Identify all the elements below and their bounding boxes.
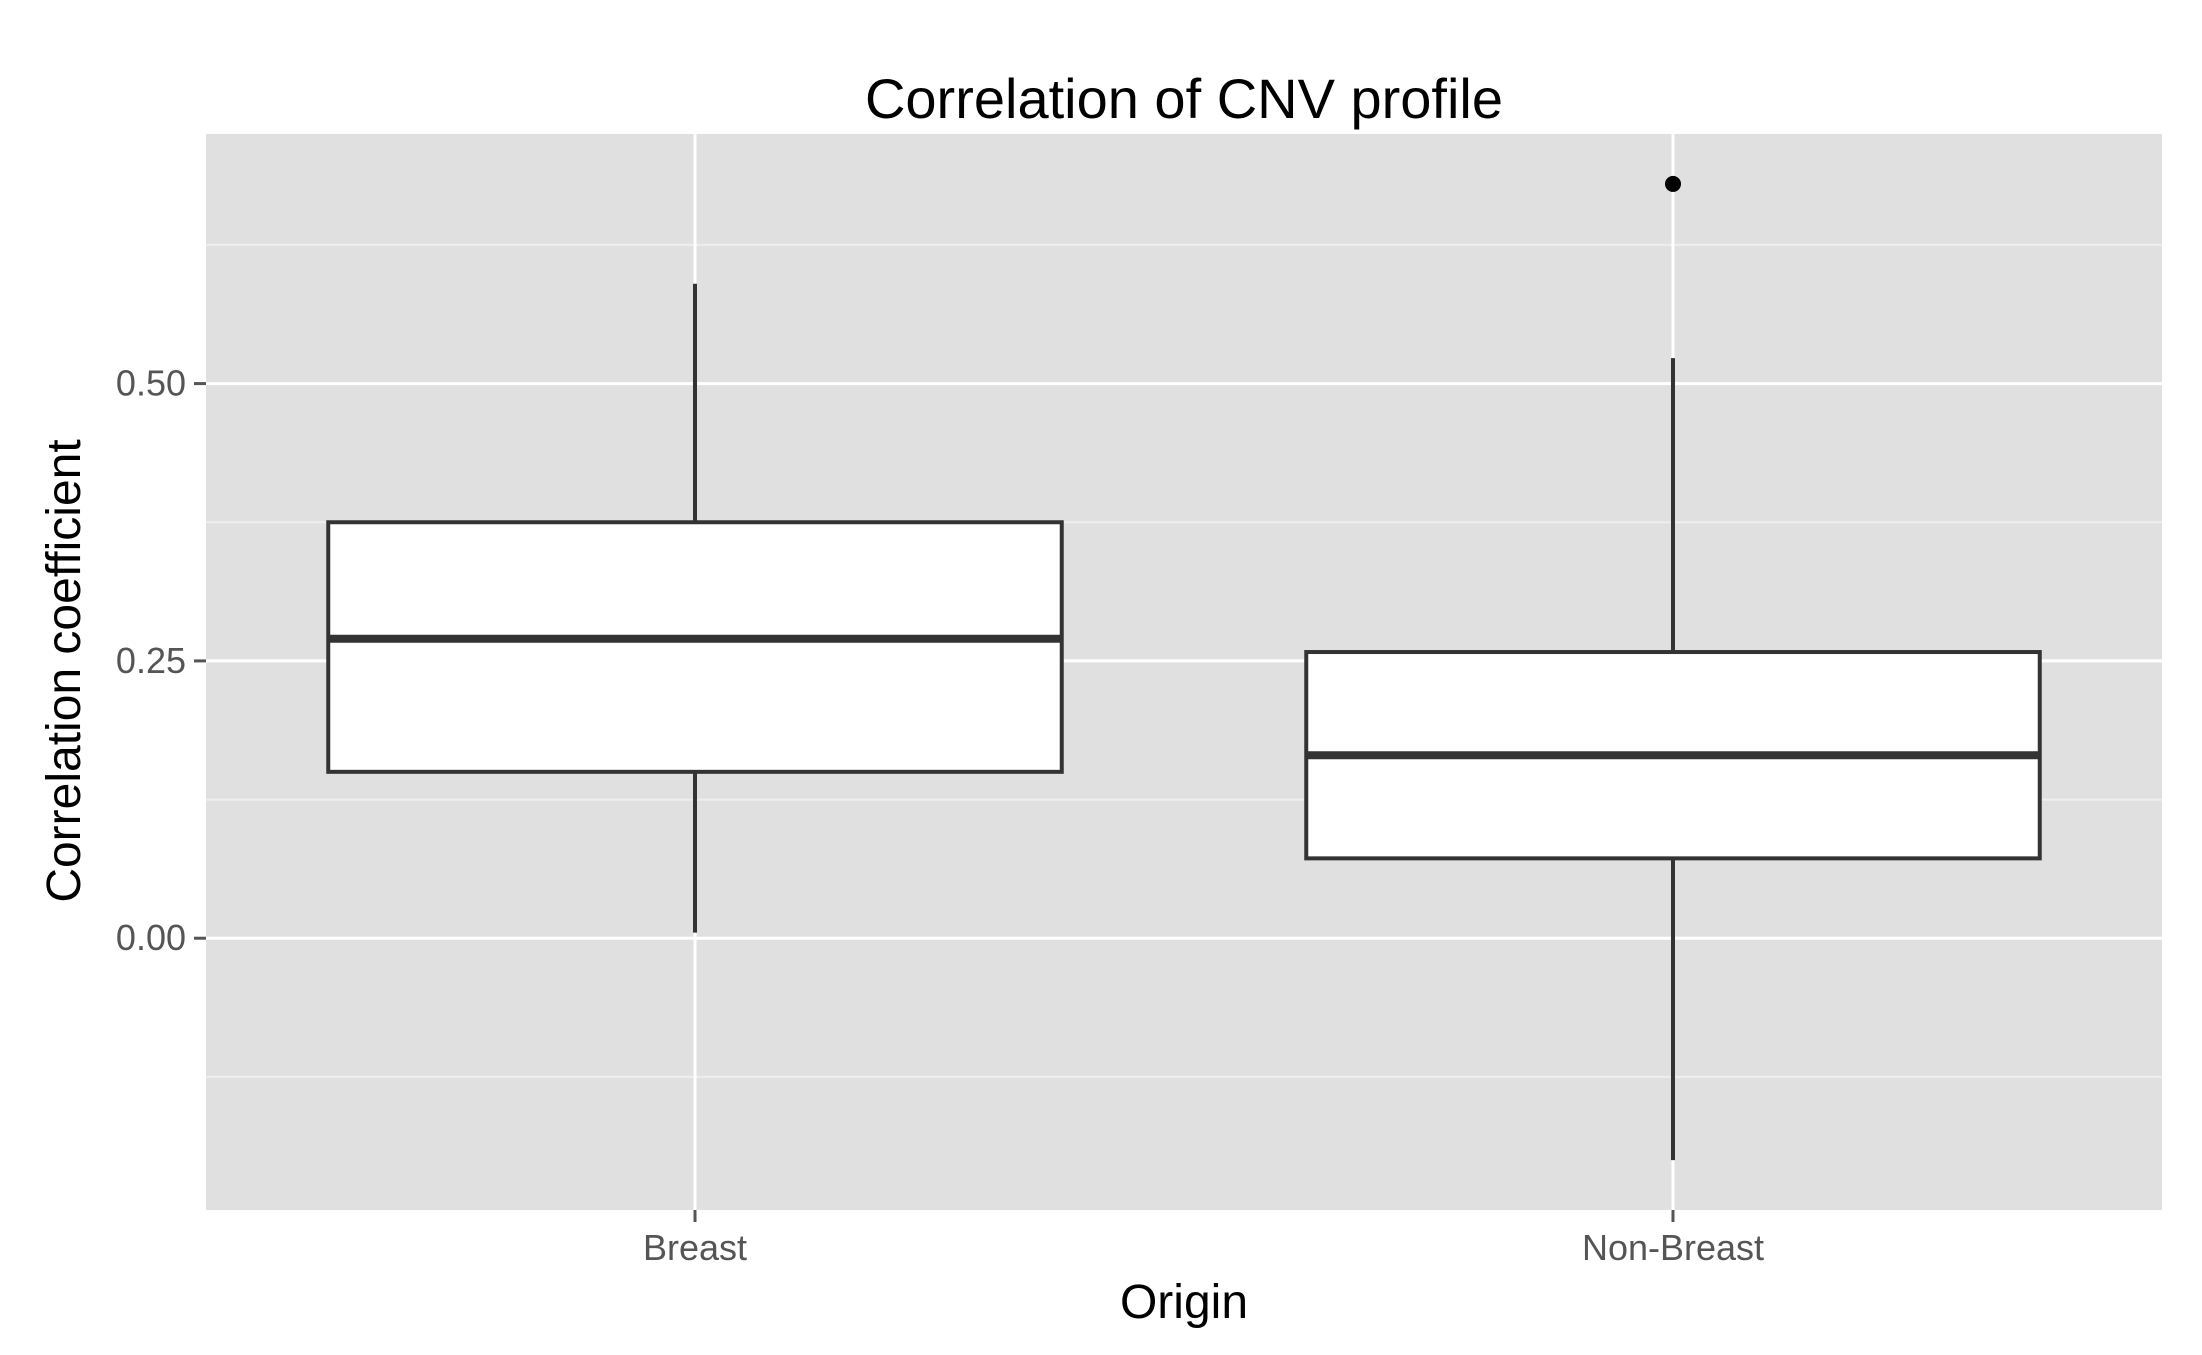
- outlier-point: [1665, 175, 1681, 192]
- chart-title: Correlation of CNV profile: [865, 67, 1503, 130]
- y-tick-label: 0.00: [116, 917, 186, 958]
- y-tick-label: 0.25: [116, 640, 186, 681]
- x-tick-label: Breast: [643, 1227, 747, 1268]
- axes: 0.00 0.25 0.50 Breast Non-Breast: [116, 363, 1764, 1268]
- box-breast: [326, 283, 1064, 933]
- box-series: [326, 175, 2042, 1161]
- x-tick-label: Non-Breast: [1582, 1227, 1764, 1268]
- y-tick-label: 0.50: [116, 363, 186, 404]
- box-non-breast: [1304, 175, 2042, 1161]
- x-axis-title: Origin: [1120, 1276, 1248, 1329]
- y-axis-title: Correlation coefficient: [38, 439, 91, 902]
- iqr-box: [326, 520, 1064, 774]
